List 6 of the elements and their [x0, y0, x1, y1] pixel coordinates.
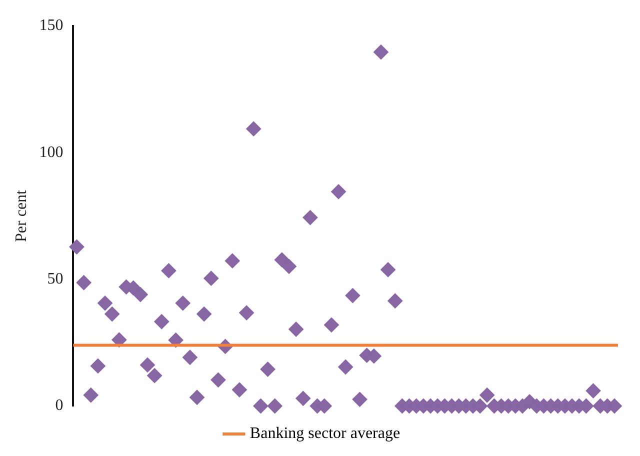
legend-label: Banking sector average [250, 425, 400, 442]
y-tick-label: 50 [47, 270, 64, 288]
y-axis-title: Per cent [12, 189, 30, 242]
y-tick-label: 0 [55, 397, 64, 414]
y-tick-label: 150 [39, 17, 64, 34]
y-tick-label: 100 [39, 144, 64, 161]
